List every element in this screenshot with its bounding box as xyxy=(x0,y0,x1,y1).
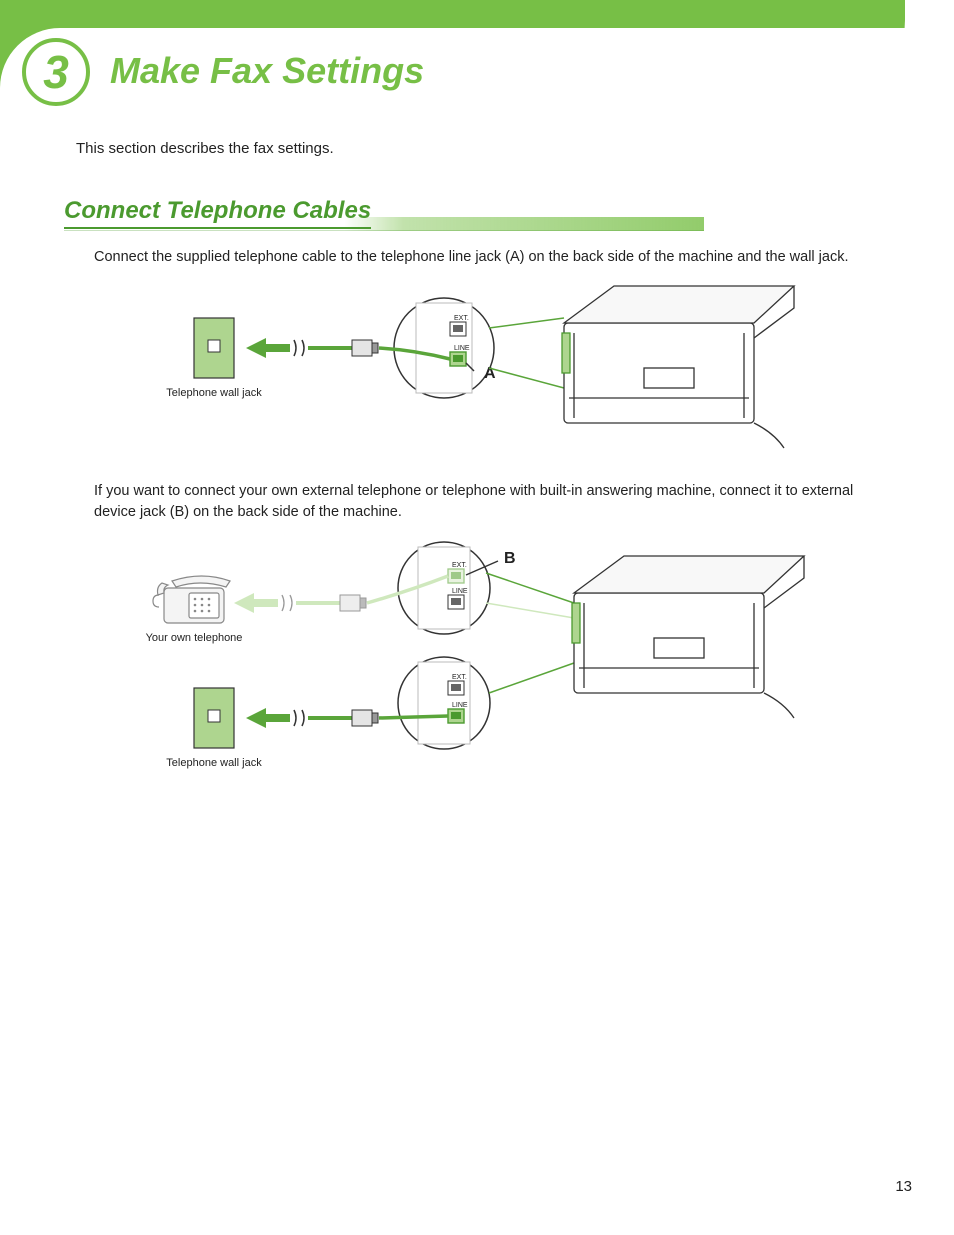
port-ext-label: EXT. xyxy=(452,562,467,569)
section-para-2: If you want to connect your own external… xyxy=(94,481,894,523)
rj11-connector-icon xyxy=(308,710,378,726)
rj11-connector-light-icon xyxy=(296,595,366,611)
wall-jack-label: Telephone wall jack xyxy=(166,387,262,399)
port-line-label: LINE xyxy=(454,345,470,352)
page-number: 13 xyxy=(895,1178,912,1195)
wall-jack-label: Telephone wall jack xyxy=(166,757,262,769)
telephone-icon xyxy=(153,576,230,623)
section-heading: Connect Telephone Cables xyxy=(64,197,371,229)
chapter-number-circle: 3 xyxy=(22,38,90,106)
diagram-b: Your own telephone EXT. xyxy=(94,533,894,818)
port-line-label-lower: LINE xyxy=(452,702,468,709)
arrow-left-icon xyxy=(246,338,290,358)
leader-lines-icon xyxy=(486,573,574,693)
port-zoom-ext-icon: EXT. LINE xyxy=(367,542,490,634)
cable-break-icon xyxy=(294,340,304,356)
wall-jack-icon xyxy=(194,318,234,378)
port-zoom-line-icon: EXT. LINE xyxy=(379,657,490,749)
section-para-1: Connect the supplied telephone cable to … xyxy=(94,247,894,268)
port-ext-label-lower: EXT. xyxy=(452,674,467,681)
port-zoom-icon: EXT. LINE xyxy=(379,298,494,398)
section-heading-wrap: Connect Telephone Cables xyxy=(64,197,894,229)
printer-icon xyxy=(562,286,794,448)
diagram-a: Telephone wall jack EXT. xyxy=(94,278,894,463)
arrow-left-light-icon xyxy=(234,593,278,613)
cable-break-icon xyxy=(294,710,304,726)
callout-b: B xyxy=(504,550,516,567)
intro-text: This section describes the fax settings. xyxy=(76,140,894,157)
printer-icon xyxy=(572,556,804,718)
arrow-left-icon xyxy=(246,708,290,728)
cable-break-icon xyxy=(282,595,292,611)
port-ext-label: EXT. xyxy=(454,315,469,322)
page-content: This section describes the fax settings.… xyxy=(64,140,894,822)
port-line-label-upper: LINE xyxy=(452,588,468,595)
chapter-number: 3 xyxy=(43,49,69,95)
rj11-connector-icon xyxy=(308,340,378,356)
wall-jack-icon xyxy=(194,688,234,748)
phone-label: Your own telephone xyxy=(146,632,243,644)
chapter-title: Make Fax Settings xyxy=(110,50,424,92)
leader-lines-icon xyxy=(489,318,564,388)
